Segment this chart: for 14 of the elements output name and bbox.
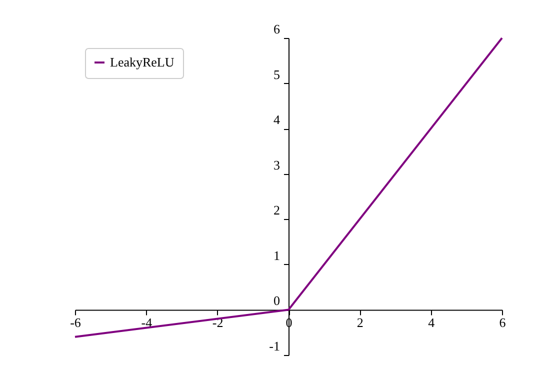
x-tick-label: -6 (70, 315, 82, 330)
y-tick-label: 2 (274, 202, 280, 218)
y-tick-label: -1 (269, 338, 280, 354)
legend-label: LeakyReLU (110, 54, 175, 70)
y-tick-label: 6 (274, 22, 280, 36)
y-tick-label: 5 (274, 66, 280, 82)
y-tick-label: 0 (274, 293, 280, 308)
x-tick-label: -4 (141, 315, 153, 330)
y-tick-label: 4 (274, 112, 280, 128)
x-tick-label: 6 (499, 315, 506, 330)
y-tick-label: 3 (274, 157, 280, 172)
y-tick-label: 1 (274, 248, 280, 263)
x-tick-label: 4 (428, 315, 436, 330)
x-tick-label: 2 (356, 315, 364, 330)
